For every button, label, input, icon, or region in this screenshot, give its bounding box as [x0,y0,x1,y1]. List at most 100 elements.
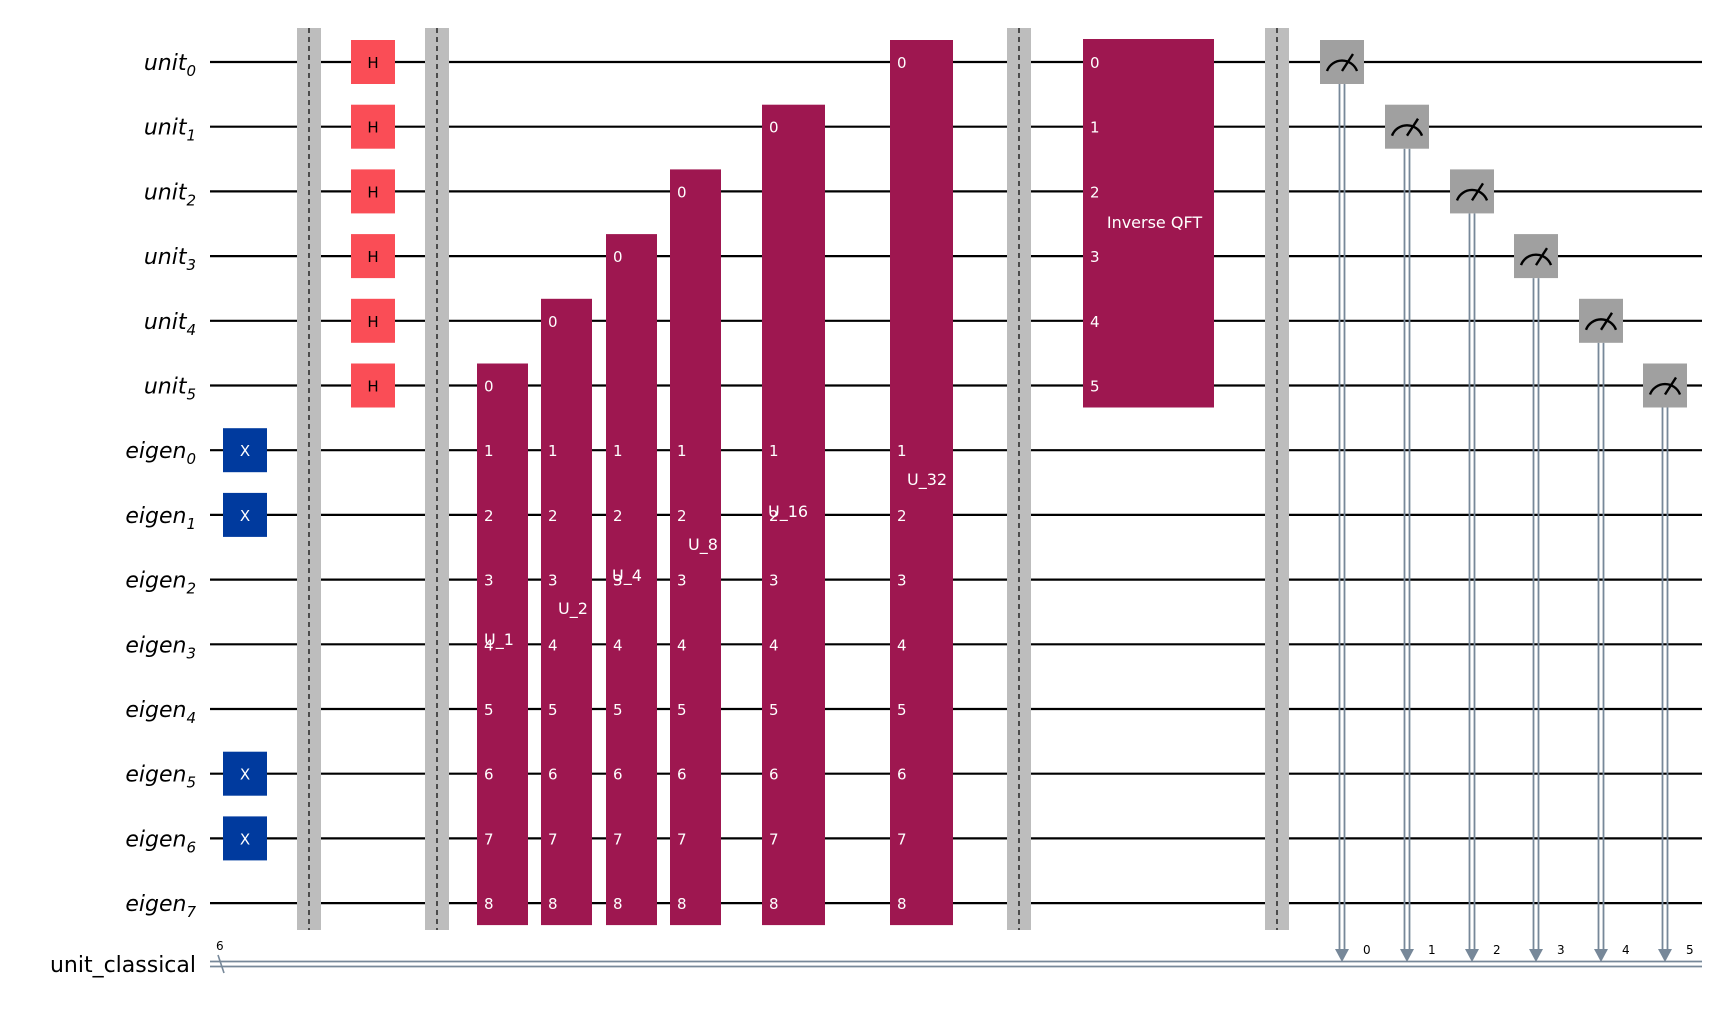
u-gate-pin: 2 [677,507,687,525]
u-gate-pin: 1 [484,442,494,460]
u-gate-label: U_8 [688,535,718,555]
x-gate-label: X [240,830,250,848]
classical-bit-label: 3 [1557,943,1565,957]
measure-arrow [1465,949,1479,962]
u-gate-pin: 3 [677,572,687,590]
qubit-label-unit-2: unit2 [144,180,196,209]
u-gate-label: U_16 [768,502,808,522]
u-gate-pin: 6 [769,766,779,784]
u-gate-label: U_1 [484,630,514,650]
u-gate-pin: 8 [677,895,687,913]
u-gate-pin: 5 [897,701,907,719]
h-gate-label: H [367,183,378,201]
measurements: 0 1 2 3 4 5 [1320,40,1694,962]
h-gate-label: H [367,54,378,72]
measure-arrow [1400,949,1414,962]
controlled-u-gate-u32: 0 1 2 3 4 5 6 7 8 U_32 [890,40,953,926]
controlled-u-gate-u16: 0 1 2 3 4 5 6 7 8 U_16 [762,104,825,926]
measurement-unit-1: 1 [1385,104,1436,962]
meter-needle [1340,53,1355,72]
classical-width: 6 [216,939,224,953]
u-gate-pin: 0 [769,119,779,137]
meter-box [1450,169,1494,214]
u-gate-pin: 0 [484,378,494,396]
meter-needle [1599,312,1614,331]
u-gate-pin: 6 [677,766,687,784]
measurement-unit-4: 4 [1579,298,1630,962]
x-gate-label: X [240,442,250,460]
u-gate-pin: 4 [897,636,907,654]
meter-needle [1405,118,1420,137]
u-gate-pin: 0 [613,248,623,266]
meter-icon [1519,253,1553,266]
u-gate-pin: 7 [613,830,623,848]
inverse-qft-pin: 0 [1090,54,1100,72]
controlled-u-gate-u8: 0 1 2 3 4 5 6 7 8 U_8 [670,169,721,926]
qubit-label-unit-3: unit3 [144,245,196,274]
measure-arrow [1594,949,1608,962]
inverse-qft-pin: 4 [1090,313,1100,331]
classical-bit-label: 4 [1622,943,1630,957]
meter-icon [1648,382,1682,395]
bus-slash [217,954,225,974]
x-gate-eigen-6 [223,816,267,861]
x-gate-eigen-0 [223,428,267,473]
u-gate-pin: 2 [484,507,494,525]
meter-box [1385,104,1429,149]
h-gate-label: H [367,313,378,331]
meter-box [1643,363,1687,408]
x-gate-label: X [240,766,250,784]
u-gate-block [670,169,721,926]
u-gate-pin: 5 [548,701,558,719]
h-gate-label: H [367,248,378,266]
meter-box [1514,234,1558,279]
h-gate-label: H [367,378,378,396]
controlled-u-gate-u2: 0 1 2 3 4 5 6 7 8 U_2 [541,298,592,926]
u-gate-block [606,234,657,926]
u-gate-pin: 5 [484,701,494,719]
qubit-label-eigen-3: eigen3 [125,633,196,662]
qubit-label-eigen-5: eigen5 [125,763,196,792]
u-gate-pin: 1 [613,442,623,460]
u-gate-pin: 3 [548,572,558,590]
meter-box [1320,40,1364,84]
classical-label: unit_classical [50,953,196,978]
barriers [297,28,1289,930]
meter-icon [1584,318,1618,331]
inverse-qft-pin: 5 [1090,378,1100,396]
u-gate-pin: 3 [769,572,779,590]
h-gate-unit-5 [351,363,395,408]
u-gate-pin: 1 [677,442,687,460]
meter-needle [1470,182,1485,202]
x-gate-eigen-1 [223,492,267,537]
h-gate-unit-3 [351,234,395,279]
qubit-wires [210,60,1702,974]
u-gate-block [762,104,825,926]
u-gate-label: U_2 [558,599,588,619]
qubit-label-unit-5: unit5 [144,375,196,404]
u-gate-block [890,40,953,926]
u-gate-pin: 3 [897,572,907,590]
gates: X X X X H H H H H H 0 1 2 3 4 5 6 7 8 U_1 0 1 2 3 4 5 6 7 8 U_2 0 1 2 3 4 5… [223,39,1214,926]
register-labels: unit0 unit1 unit2 unit3 unit4 unit5 eigen0 eige… [50,51,224,978]
qubit-label-unit-0: unit0 [144,51,196,80]
meter-icon [1455,188,1489,201]
u-gate-label: U_4 [612,566,642,586]
qubit-label-eigen-7: eigen7 [125,892,196,921]
u-gate-pin: 4 [677,636,687,654]
u-gate-pin: 5 [769,701,779,719]
inverse-qft-pin: 3 [1090,248,1100,266]
measurement-unit-5: 5 [1643,363,1694,962]
u-gate-pin: 8 [548,895,558,913]
meter-box [1579,298,1623,343]
measurement-unit-2: 2 [1450,169,1501,962]
u-gate-pin: 6 [484,766,494,784]
inverse-qft-label: Inverse QFT [1107,213,1203,232]
meter-needle [1534,247,1549,266]
controlled-u-gate-u1: 0 1 2 3 4 5 6 7 8 U_1 [477,363,528,926]
meter-icon [1390,124,1424,137]
qubit-label-eigen-4: eigen4 [125,698,196,727]
inverse-qft-gate: 0 1 2 3 4 5 Inverse QFT [1083,39,1214,408]
classical-bit-label: 0 [1363,943,1371,957]
classical-bit-label: 5 [1686,943,1694,957]
